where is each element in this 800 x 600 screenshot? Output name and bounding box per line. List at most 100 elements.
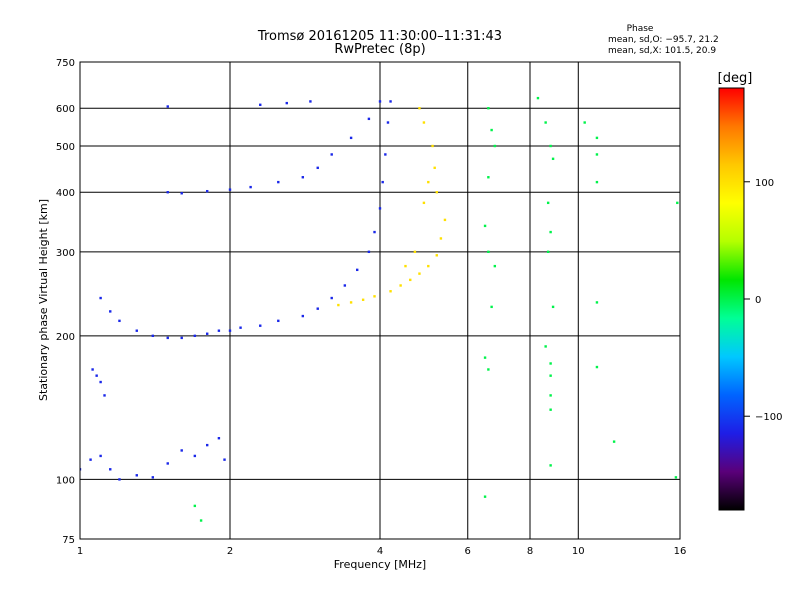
data-point	[551, 157, 555, 161]
y-tick-label: 400	[56, 188, 75, 199]
data-point	[205, 189, 209, 193]
data-point	[443, 218, 447, 222]
data-point	[483, 356, 487, 359]
data-point	[223, 458, 226, 461]
data-point	[549, 464, 552, 467]
data-point	[373, 230, 376, 234]
data-point	[435, 191, 438, 194]
data-point	[361, 298, 365, 301]
data-point	[193, 504, 197, 508]
data-point	[422, 121, 426, 124]
colorbar-gradient	[718, 87, 745, 511]
colorbar-tick-label: 0	[755, 295, 761, 306]
y-tick-label: 750	[56, 58, 75, 69]
data-point	[551, 305, 555, 309]
data-point	[193, 334, 197, 338]
data-point	[384, 153, 387, 156]
x-axis-label: Frequency [MHz]	[334, 558, 426, 571]
y-tick-label: 200	[56, 332, 75, 343]
data-point	[103, 394, 106, 397]
data-point	[549, 230, 552, 234]
data-point	[549, 144, 552, 148]
data-point	[343, 284, 347, 287]
data-point	[217, 437, 221, 440]
x-tick-label: 4	[377, 546, 383, 557]
chart-subtitle: RwPretec (8p)	[334, 42, 425, 57]
y-tick-label: 300	[56, 248, 75, 259]
x-tick-label: 1	[77, 546, 83, 557]
y-tick-label: 100	[56, 475, 75, 486]
data-point	[490, 305, 493, 309]
data-point	[180, 192, 183, 195]
data-point	[80, 468, 82, 471]
data-point	[277, 180, 280, 184]
x-axis-ticks: 1 2 4 6 8 10 16	[77, 546, 687, 557]
phase-title: Phase	[627, 24, 654, 34]
data-point	[349, 301, 353, 304]
data-point	[676, 201, 679, 205]
data-point	[483, 224, 487, 228]
data-point	[546, 201, 550, 205]
data-point	[373, 295, 376, 298]
data-point	[166, 336, 169, 340]
data-point	[435, 254, 438, 257]
data-point	[487, 107, 490, 110]
data-point	[337, 303, 340, 307]
data-point	[166, 105, 169, 108]
x-tick-label: 2	[227, 546, 233, 557]
colorbar-tick-label: 100	[755, 178, 774, 189]
data-point	[99, 380, 102, 384]
data-point	[378, 207, 382, 210]
data-point	[381, 180, 384, 184]
data-point	[249, 185, 252, 189]
y-axis-ticks: 75 100 200 300 400 500 600 750	[56, 58, 75, 546]
data-point	[595, 136, 599, 140]
data-point	[118, 478, 121, 481]
data-point	[349, 136, 353, 140]
data-point	[487, 176, 490, 179]
data-point	[386, 121, 390, 124]
colorbar-label: [deg]	[718, 71, 753, 86]
data-point	[277, 319, 280, 323]
data-point	[409, 278, 412, 282]
data-point	[612, 440, 616, 443]
data-point	[367, 250, 371, 254]
data-point	[367, 117, 371, 121]
data-point	[674, 476, 678, 479]
data-point	[389, 290, 392, 293]
data-point	[439, 237, 443, 240]
data-point	[109, 468, 112, 471]
data-point	[151, 476, 155, 479]
data-point	[316, 307, 319, 310]
data-point	[228, 188, 232, 191]
data-point	[193, 454, 197, 458]
phase-stats-x: mean, sd,X: 101.5, 20.9	[608, 46, 716, 56]
data-point	[205, 332, 209, 335]
data-point	[99, 296, 102, 300]
plot-frame	[79, 61, 681, 540]
colorbar-ticks: 100 0 −100	[744, 178, 782, 423]
data-point	[217, 329, 221, 332]
data-point	[378, 100, 382, 103]
data-point	[418, 272, 421, 275]
data-point	[199, 519, 203, 522]
data-point	[259, 324, 262, 327]
data-point	[239, 326, 242, 329]
data-points	[80, 96, 679, 522]
data-point	[355, 268, 359, 272]
data-point	[399, 284, 402, 287]
data-point	[330, 153, 333, 156]
data-point	[95, 374, 98, 377]
data-point	[595, 153, 599, 156]
data-point	[595, 301, 599, 304]
data-point	[544, 345, 547, 348]
data-point	[583, 121, 586, 124]
data-point	[285, 101, 288, 105]
data-point	[91, 368, 94, 371]
colorbar-tick-label: −100	[755, 412, 782, 423]
data-point	[546, 250, 550, 254]
data-point	[99, 454, 102, 458]
data-point	[549, 362, 552, 365]
x-tick-label: 8	[527, 546, 533, 557]
